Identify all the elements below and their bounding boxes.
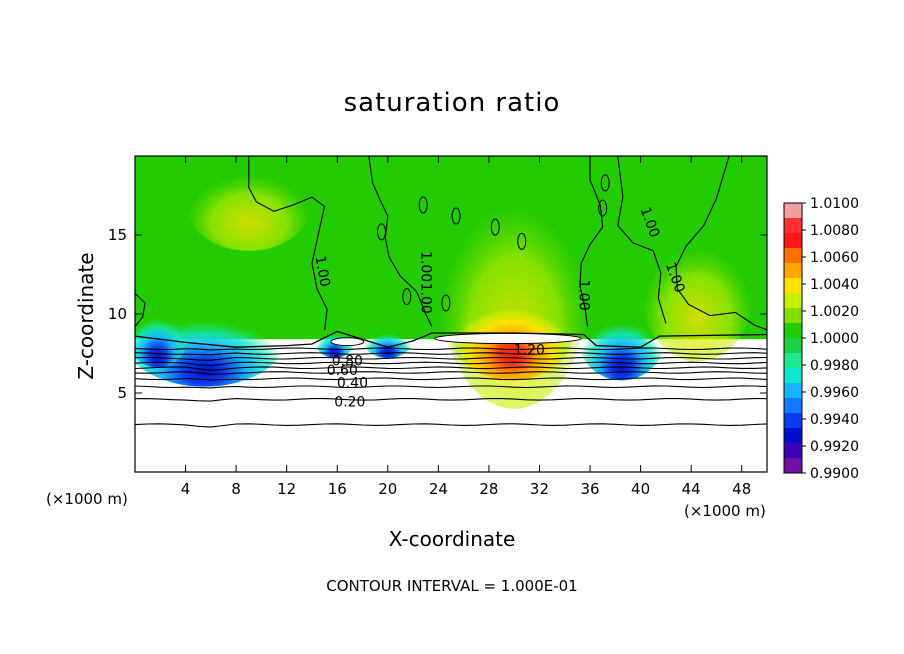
contour-one-edge (135, 293, 146, 327)
colorbar-swatch (784, 428, 802, 444)
x-tick-label: 48 (732, 480, 751, 498)
x-tick-label: 16 (328, 480, 347, 498)
contour-label: 0.80 (332, 353, 363, 369)
contour-one-far-right (675, 156, 767, 331)
contour-label: 1.00 (418, 251, 434, 282)
colorbar-swatch (784, 323, 802, 339)
colorbar-swatch (784, 263, 802, 279)
contour-line (135, 361, 767, 367)
cloud-lens (330, 337, 365, 347)
contour-interval-note: CONTOUR INTERVAL = 1.000E-01 (326, 577, 578, 595)
colorbar-tick-label: 1.0060 (810, 250, 859, 266)
contour-island (376, 223, 386, 241)
colorbar-tick-label: 0.9940 (810, 412, 859, 428)
colorbar-swatch (784, 218, 802, 234)
y-tick-label: 5 (117, 384, 127, 402)
contour-line (135, 398, 767, 402)
contour-one-right (617, 156, 667, 324)
x-tick-label: 28 (479, 480, 498, 498)
x-unit-label-left: (×1000 m) (46, 490, 128, 508)
x-tick-label: 8 (231, 480, 241, 498)
x-axis-label: X-coordinate (388, 527, 516, 551)
contour-island (517, 232, 527, 250)
contour-label: 0.40 (337, 376, 368, 392)
contour-line (135, 377, 767, 381)
field-anomaly (448, 279, 575, 381)
contour-line (135, 356, 767, 361)
y-tick-label: 10 (108, 305, 127, 323)
contour-island (598, 199, 608, 217)
y-tick-label: 15 (108, 226, 127, 244)
colorbar-swatch (784, 278, 802, 294)
x-tick-label: 20 (378, 480, 397, 498)
colorbar-tick-label: 1.0000 (810, 331, 859, 347)
chart-title: saturation ratio (343, 88, 561, 118)
contour-line (135, 352, 767, 356)
colorbar-swatch (784, 233, 802, 249)
contour-label: 1.20 (514, 342, 545, 358)
colorbar-tick-label: 1.0100 (810, 196, 859, 212)
field-anomaly (640, 219, 755, 362)
x-tick-label: 32 (530, 480, 549, 498)
colorbar-swatch (784, 443, 802, 459)
contour-island (418, 196, 428, 214)
x-axis: 4 8 12 16 20 24 28 32 36 40 44 48 (181, 156, 751, 498)
colorbar-tick-label: 1.0040 (810, 277, 859, 293)
colorbar: 1.0100 1.0080 1.0060 1.0040 1.0020 1.0000 0.99… (783, 196, 859, 482)
contour-line (135, 385, 767, 389)
contour-one-left (248, 156, 328, 330)
contour-label: 1.00 (576, 279, 592, 310)
colorbar-swatch (784, 293, 802, 309)
colorbar-tick-label: 0.9900 (810, 466, 859, 482)
colorbar-swatch (784, 383, 802, 399)
contour-island (451, 207, 461, 225)
x-tick-label: 36 (580, 480, 599, 498)
contour-label: 1.00 (311, 255, 332, 288)
colorbar-swatch (784, 338, 802, 354)
x-tick-label: 24 (429, 480, 448, 498)
colorbar-tick-label: 1.0020 (810, 304, 859, 320)
colorbar-swatch (784, 368, 802, 384)
contour-cloud-base (135, 330, 767, 348)
contour-island (490, 218, 500, 236)
contour-one-center-right (579, 156, 604, 327)
contour-line (135, 347, 767, 351)
colorbar-swatch (784, 308, 802, 324)
x-tick-label: 12 (277, 480, 296, 498)
contour-island (402, 288, 412, 306)
contour-line (135, 366, 767, 371)
colorbar-tick-label: 0.9980 (810, 358, 859, 374)
y-axis: 5 10 15 (108, 226, 767, 402)
field-anomaly (185, 156, 312, 251)
contour-label: 1.00 (418, 283, 434, 314)
contour-lines (135, 156, 767, 428)
x-tick-label: 44 (682, 480, 701, 498)
contour-label: 0.20 (334, 394, 365, 410)
colorbar-swatch (784, 398, 802, 414)
contour-line (135, 371, 767, 375)
contour-island (441, 294, 451, 312)
colorbar-swatch (784, 413, 802, 429)
contour-island (600, 174, 610, 192)
x-unit-label-right: (×1000 m) (684, 502, 766, 520)
colorbar-swatch (784, 203, 802, 219)
contour-label: 0.60 (327, 363, 358, 379)
x-tick-label: 4 (181, 480, 191, 498)
colorbar-tick-label: 1.0080 (810, 223, 859, 239)
colorbar-swatch (784, 353, 802, 369)
contour-one-center-left (368, 156, 433, 327)
colorbar-swatch (784, 248, 802, 264)
contour-line (135, 423, 767, 428)
x-tick-label: 40 (631, 480, 650, 498)
colorbar-tick-label: 0.9920 (810, 439, 859, 455)
colorbar-tick-label: 0.9960 (810, 385, 859, 401)
cloud-lens (434, 332, 582, 345)
colorbar-swatch (784, 458, 802, 474)
